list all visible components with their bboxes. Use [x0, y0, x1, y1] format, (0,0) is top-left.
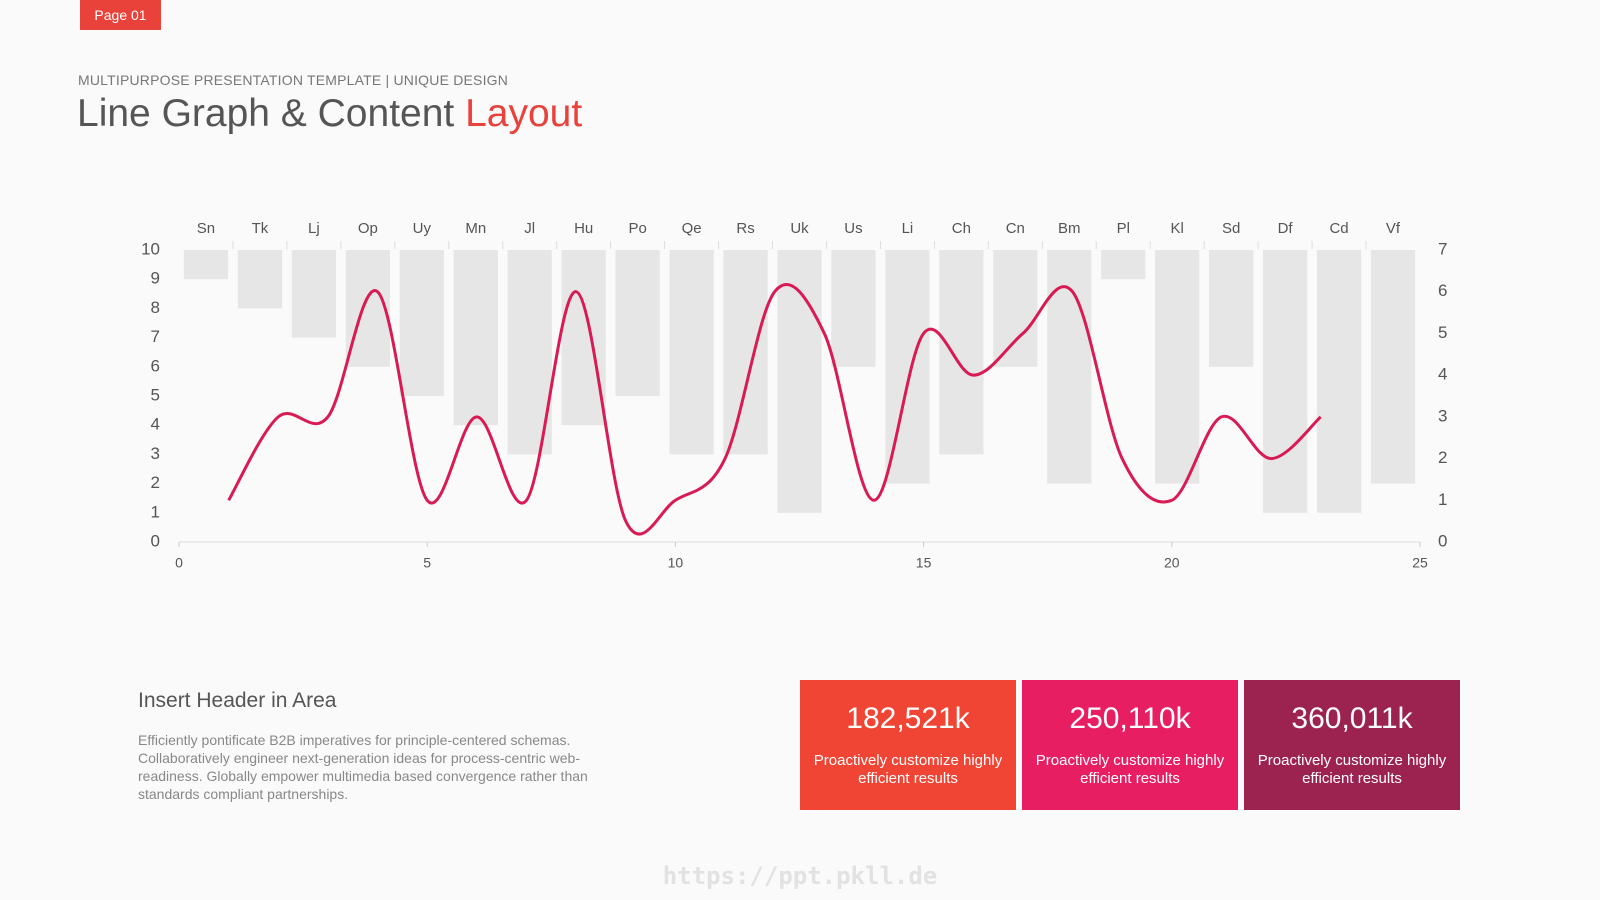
bar: [1047, 250, 1092, 484]
category-label: Us: [844, 220, 862, 237]
title-text: Line Graph & Content: [77, 92, 455, 135]
title-accent: Layout: [465, 92, 583, 135]
stat-value: 250,110k: [1069, 702, 1191, 735]
y2-tick-label: 2: [1438, 448, 1447, 467]
category-label: Li: [902, 220, 914, 237]
x-tick-label: 10: [668, 555, 684, 571]
y-tick-label: 8: [151, 298, 160, 317]
bar: [561, 250, 606, 426]
bar: [183, 250, 229, 280]
stat-box: 360,011k Proactively customize highly eff…: [1244, 680, 1460, 810]
y-tick-label: 6: [151, 356, 160, 375]
y-tick-label: 3: [151, 444, 160, 463]
y2-tick-label: 3: [1438, 406, 1447, 425]
y-tick-label: 0: [151, 531, 160, 550]
category-label: Mn: [465, 220, 486, 237]
bar: [723, 250, 768, 455]
category-label: Uy: [413, 220, 432, 237]
category-label: Qe: [682, 220, 702, 237]
y2-tick-label: 0: [1438, 531, 1447, 550]
stat-text: Proactively customize highly efficient r…: [1257, 752, 1447, 787]
x-tick-label: 25: [1412, 555, 1428, 571]
subtitle: MULTIPURPOSE PRESENTATION TEMPLATE | UNI…: [78, 72, 509, 88]
bar: [237, 250, 283, 309]
bar: [831, 250, 876, 367]
watermark: https://ppt.pkll.de: [662, 862, 938, 890]
y-tick-label: 1: [151, 502, 160, 521]
bar: [399, 250, 444, 396]
bar: [885, 250, 930, 484]
bar: [615, 250, 660, 396]
category-label: Bm: [1058, 220, 1081, 237]
bar: [1370, 250, 1416, 484]
category-label: Hu: [574, 220, 593, 237]
y2-tick-label: 7: [1438, 239, 1447, 258]
category-label: Kl: [1171, 220, 1184, 237]
stat-value: 182,521k: [846, 702, 970, 735]
category-label: Cn: [1006, 220, 1025, 237]
stat-text: Proactively customize highly efficient r…: [813, 752, 1003, 787]
line: [227, 283, 1322, 536]
content-body: Efficiently pontificate B2B imperatives …: [138, 732, 588, 802]
category-label: Df: [1278, 220, 1294, 237]
bar: [291, 250, 337, 338]
bar: [1209, 250, 1254, 367]
bar: [669, 250, 714, 455]
y2-tick-label: 5: [1438, 323, 1447, 342]
category-label: Po: [628, 220, 646, 237]
y2-tick-label: 4: [1438, 365, 1447, 384]
y-tick-label: 2: [151, 473, 160, 492]
stat-box: 182,521k Proactively customize highly eff…: [800, 680, 1016, 810]
bar: [777, 250, 822, 513]
category-label: Sn: [197, 220, 215, 237]
category-label: Cd: [1329, 220, 1348, 237]
category-label: Vf: [1386, 220, 1401, 237]
x-tick-label: 20: [1164, 555, 1180, 571]
category-label: Rs: [736, 220, 754, 237]
y-tick-label: 4: [151, 415, 160, 434]
title: Line Graph & Content Layout: [77, 92, 582, 136]
stat-text: Proactively customize highly efficient r…: [1035, 752, 1225, 787]
stat-box: 250,110k Proactively customize highly eff…: [1022, 680, 1238, 810]
stat-value: 360,011k: [1291, 702, 1413, 735]
bar: [939, 250, 984, 455]
category-label: Jl: [524, 220, 535, 237]
y-tick-label: 10: [141, 239, 160, 258]
y2-tick-label: 6: [1438, 281, 1447, 300]
x-tick-label: 15: [916, 555, 932, 571]
x-tick-label: 5: [423, 555, 431, 571]
bar: [1155, 250, 1200, 484]
category-label: Uk: [790, 220, 809, 237]
bar: [345, 250, 390, 367]
bar: [993, 250, 1038, 367]
category-label: Tk: [252, 220, 269, 237]
category-label: Lj: [308, 220, 320, 237]
y-tick-label: 9: [151, 269, 160, 288]
page-label: Page 01: [80, 0, 161, 30]
y-tick-label: 7: [151, 327, 160, 346]
bar: [1101, 250, 1146, 280]
bar: [1262, 250, 1308, 513]
x-tick-label: 0: [175, 555, 183, 571]
category-label: Sd: [1222, 220, 1240, 237]
category-label: Ch: [952, 220, 971, 237]
content-heading: Insert Header in Area: [138, 689, 337, 712]
bar: [453, 250, 498, 426]
category-label: Pl: [1117, 220, 1130, 237]
y2-tick-label: 1: [1438, 490, 1447, 509]
category-label: Op: [358, 220, 378, 237]
y-tick-label: 5: [151, 385, 160, 404]
bar: [1316, 250, 1362, 513]
